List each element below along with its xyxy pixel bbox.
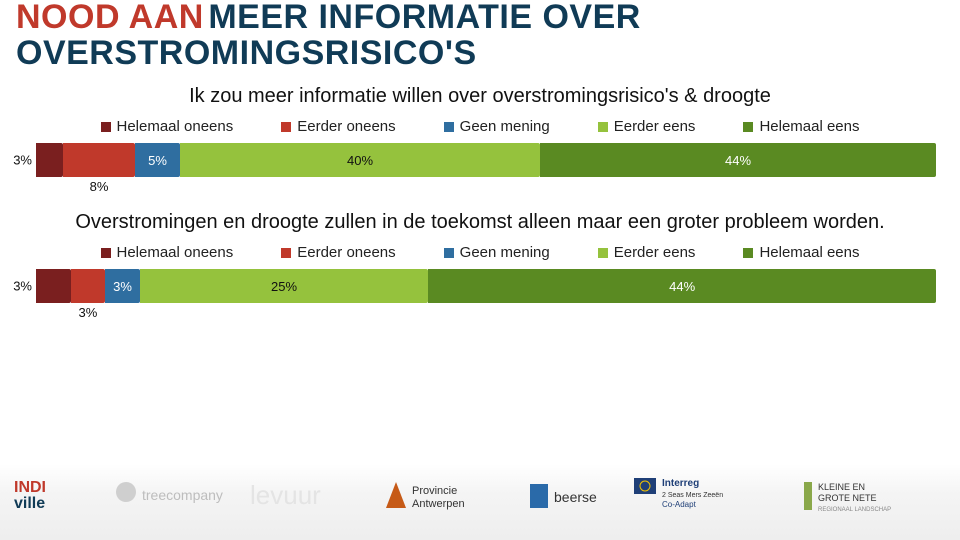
legend-item: Eerder oneens	[281, 244, 395, 261]
legend-swatch	[598, 122, 608, 132]
page-title: NOOD AAN MEER INFORMATIE OVER OVERSTROMI…	[16, 0, 944, 71]
indiville-logo: INDIville	[14, 474, 94, 518]
kleine-grote-nete-logo: KLEINE ENGROTE NETE REGIONAAL LANDSCHAP	[802, 474, 942, 518]
legend-swatch	[281, 248, 291, 258]
bar-segment: 5%	[135, 143, 180, 177]
chart2-subtitle: Overstromingen en droogte zullen in de t…	[16, 211, 944, 234]
bar-segment: 44%	[428, 269, 936, 303]
legend-label: Geen mening	[460, 118, 550, 135]
bar-segment: 44%	[540, 143, 936, 177]
bar-segment-label: 3%	[13, 279, 32, 294]
bar-segment-label: 3%	[113, 279, 132, 294]
legend-item: Eerder eens	[598, 118, 696, 135]
legend-item: Helemaal eens	[743, 118, 859, 135]
legend-swatch	[743, 122, 753, 132]
bar-segment: 3%	[36, 269, 71, 303]
bar-segment-label: 44%	[725, 153, 751, 168]
legend-label: Eerder eens	[614, 118, 696, 135]
title-part-a: NOOD AAN	[16, 0, 204, 36]
legend-item: Helemaal eens	[743, 244, 859, 261]
svg-text:KLEINE EN: KLEINE EN	[818, 482, 865, 492]
legend-swatch	[281, 122, 291, 132]
bar-segment: 8%	[63, 143, 135, 177]
bar-segment-label: 25%	[271, 279, 297, 294]
bar-segment-label: 8%	[90, 179, 109, 194]
chart2-bar: 3%3%3%25%44%	[36, 269, 936, 303]
legend-label: Eerder eens	[614, 244, 696, 261]
svg-text:2 Seas Mers Zeeën: 2 Seas Mers Zeeën	[662, 492, 723, 499]
bar-segment-label: 5%	[148, 153, 167, 168]
legend-item: Geen mening	[444, 244, 550, 261]
legend-swatch	[444, 122, 454, 132]
legend-swatch	[444, 248, 454, 258]
beerse-logo: beerse	[526, 474, 616, 518]
legend-swatch	[743, 248, 753, 258]
legend-label: Helemaal oneens	[117, 244, 234, 261]
legend-label: Helemaal eens	[759, 118, 859, 135]
legend-swatch	[598, 248, 608, 258]
legend-label: Helemaal oneens	[117, 118, 234, 135]
chart1-legend: Helemaal oneens Eerder oneens Geen mening E…	[16, 118, 944, 135]
svg-text:GROTE NETE: GROTE NETE	[818, 493, 877, 503]
svg-text:Co-Adapt: Co-Adapt	[662, 500, 697, 509]
svg-text:ville: ville	[14, 495, 45, 512]
title-part-b: MEER INFORMATIE OVER	[208, 0, 641, 36]
svg-text:beerse: beerse	[554, 489, 597, 505]
svg-text:Antwerpen: Antwerpen	[412, 498, 465, 510]
bar-segment: 3%	[105, 269, 140, 303]
title-line2: OVERSTROMINGSRISICO'S	[16, 36, 944, 72]
svg-text:INDI: INDI	[14, 479, 46, 496]
legend-label: Eerder oneens	[297, 244, 395, 261]
treecompany-logo: treecompany	[112, 474, 232, 518]
svg-text:levuur: levuur	[250, 480, 321, 510]
legend-item: Geen mening	[444, 118, 550, 135]
bar-segment-label: 40%	[347, 153, 373, 168]
interreg-logo: Interreg 2 Seas Mers ZeeënCo-Adapt	[634, 474, 784, 518]
bar-segment: 3%	[71, 269, 106, 303]
legend-item: Eerder oneens	[281, 118, 395, 135]
provincie-antwerpen-logo: ProvincieAntwerpen	[378, 474, 508, 518]
svg-text:Interreg: Interreg	[662, 478, 699, 489]
svg-text:treecompany: treecompany	[142, 487, 223, 503]
svg-text:REGIONAAL LANDSCHAP: REGIONAAL LANDSCHAP	[818, 507, 891, 513]
svg-text:Provincie: Provincie	[412, 485, 457, 497]
bar-segment: 3%	[36, 143, 63, 177]
levuur-logo: levuur	[250, 474, 360, 518]
logo-strip: INDIville treecompany levuur ProvincieAntwe…	[0, 464, 960, 540]
legend-item: Eerder eens	[598, 244, 696, 261]
chart2-legend: Helemaal oneens Eerder oneens Geen mening E…	[16, 244, 944, 261]
legend-label: Eerder oneens	[297, 118, 395, 135]
bar-segment-label: 44%	[669, 279, 695, 294]
chart1-subtitle: Ik zou meer informatie willen over overs…	[16, 85, 944, 108]
bar-segment: 40%	[180, 143, 540, 177]
legend-item: Helemaal oneens	[101, 118, 234, 135]
bar-segment-label: 3%	[79, 305, 98, 320]
legend-swatch	[101, 122, 111, 132]
bar-segment-label: 3%	[13, 153, 32, 168]
legend-label: Geen mening	[460, 244, 550, 261]
chart1-bar: 3%8% 5% 40% 44%	[36, 143, 936, 177]
bar-segment: 25%	[140, 269, 428, 303]
legend-swatch	[101, 248, 111, 258]
legend-item: Helemaal oneens	[101, 244, 234, 261]
legend-label: Helemaal eens	[759, 244, 859, 261]
